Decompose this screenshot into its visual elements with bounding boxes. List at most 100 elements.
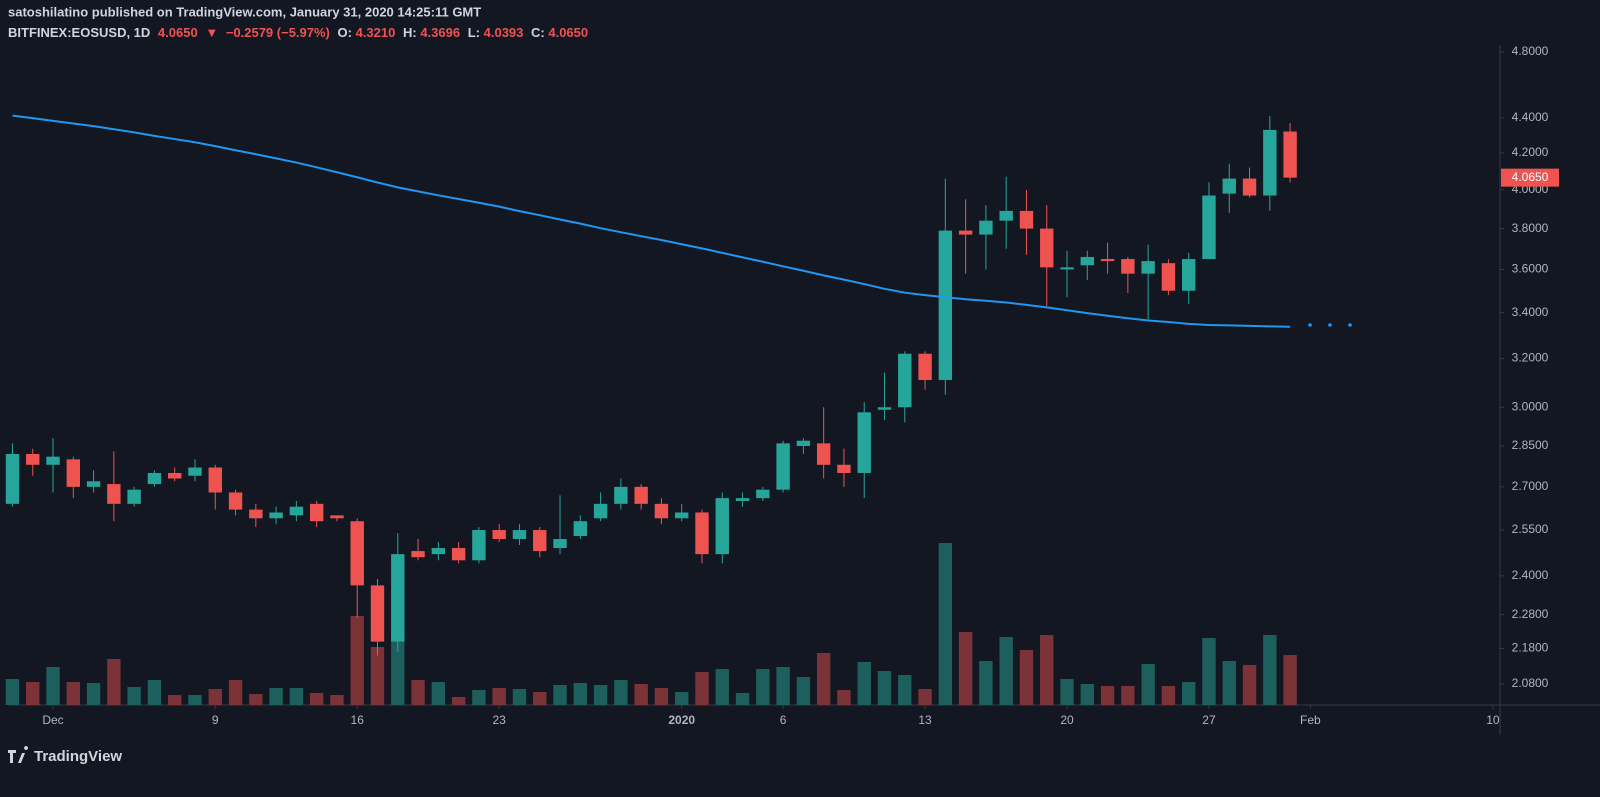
volume-bar <box>999 637 1013 705</box>
volume-bar <box>634 684 648 705</box>
candle-body <box>1060 267 1074 270</box>
candle-body <box>370 585 385 642</box>
candle-body <box>269 512 283 519</box>
last: 4.0650 <box>158 25 198 40</box>
candle-body <box>26 453 40 465</box>
candle-body <box>735 498 750 501</box>
volume-bar <box>1283 655 1297 705</box>
candle-body <box>877 407 892 410</box>
candle-body <box>898 353 912 408</box>
candle-body <box>1222 178 1236 194</box>
candle-body <box>1100 259 1115 262</box>
candle-body <box>979 220 993 235</box>
candle-body <box>350 521 364 586</box>
last-price-label: 4.0650 <box>1512 170 1549 184</box>
candle-body <box>918 353 932 381</box>
volume-bar <box>938 543 953 705</box>
x-tick-label: 23 <box>493 713 507 727</box>
volume-bar <box>26 682 40 705</box>
candle-body <box>1141 261 1155 274</box>
candle-body <box>168 472 182 479</box>
volume-bar <box>675 692 689 705</box>
candle-body <box>938 230 953 381</box>
volume-bar <box>66 682 80 705</box>
candle-body <box>756 489 770 499</box>
candle-body <box>1182 259 1196 291</box>
x-tick-label: 9 <box>212 713 219 727</box>
x-tick-label: 16 <box>351 713 365 727</box>
candle-body <box>208 467 222 493</box>
candle-body <box>715 498 729 555</box>
volume-bar <box>533 692 547 705</box>
volume-bar <box>289 688 304 705</box>
candle-body <box>573 521 587 536</box>
candle-body <box>796 440 811 446</box>
volume-bar <box>431 682 446 705</box>
volume-bar <box>1182 682 1196 705</box>
volume-bar <box>735 693 750 705</box>
x-tick-label: 6 <box>780 713 787 727</box>
volume-bar <box>228 680 243 705</box>
ohlc-header: BITFINEX:EOSUSD, 1D 4.0650 ▼ −0.2579 (−5… <box>8 25 588 40</box>
volume-bar <box>1141 664 1155 705</box>
candle-body <box>188 467 202 476</box>
volume-bar <box>451 697 466 705</box>
volume-bar <box>107 659 121 705</box>
volume-bar <box>1019 650 1034 705</box>
candle-body <box>289 506 304 516</box>
volume-bar <box>614 680 628 705</box>
ma-line <box>12 114 1291 328</box>
candle-body <box>46 456 60 465</box>
candle-body <box>958 230 973 235</box>
x-tick-label: 27 <box>1202 713 1216 727</box>
x-tick-label: 2020 <box>668 713 695 727</box>
candle-body <box>654 503 669 519</box>
volume-bar <box>86 683 101 705</box>
volume-bar <box>127 687 141 705</box>
projection-dot <box>1328 323 1332 327</box>
y-tick-label: 4.8000 <box>1512 44 1549 58</box>
candle-body <box>330 515 344 519</box>
candle-body <box>431 548 446 555</box>
volume-bar <box>776 667 790 705</box>
x-tick-label: 13 <box>918 713 932 727</box>
candle-body <box>675 512 689 519</box>
o: 4.3210 <box>356 25 396 40</box>
volume-bar <box>492 688 506 705</box>
logo: TradingView <box>8 746 122 765</box>
x-tick-label: 10 <box>1486 713 1500 727</box>
candle-body <box>1161 263 1176 291</box>
volume-bar <box>330 695 344 705</box>
volume-bar <box>208 689 222 705</box>
candle-body <box>66 459 80 487</box>
candle-body <box>451 548 466 561</box>
volume-bar <box>269 688 283 705</box>
volume-bar <box>391 628 405 705</box>
volume-bar <box>695 672 709 705</box>
candle-body <box>593 503 608 519</box>
logo-icon <box>8 746 29 763</box>
candle-body <box>1121 259 1135 274</box>
c-key: C: <box>531 25 545 40</box>
candle-body <box>86 481 101 487</box>
l: 4.0393 <box>484 25 524 40</box>
candle-body <box>1019 210 1034 229</box>
candle-body <box>857 412 871 473</box>
candle-body <box>1242 178 1257 196</box>
volume-bar <box>249 694 263 705</box>
x-tick-label: Dec <box>42 713 63 727</box>
candle-body <box>553 538 567 549</box>
volume-bar <box>1161 686 1176 705</box>
candle-body <box>147 472 162 485</box>
volume-bar <box>5 679 20 705</box>
brand: TradingView <box>34 748 122 765</box>
y-tick-label: 3.2000 <box>1512 351 1549 365</box>
volume-bar <box>1100 686 1115 705</box>
volume-bar <box>979 661 993 705</box>
volume-bar <box>796 677 811 705</box>
candle-body <box>1283 131 1297 178</box>
volume-bar <box>715 669 729 705</box>
volume-bar <box>512 689 527 705</box>
